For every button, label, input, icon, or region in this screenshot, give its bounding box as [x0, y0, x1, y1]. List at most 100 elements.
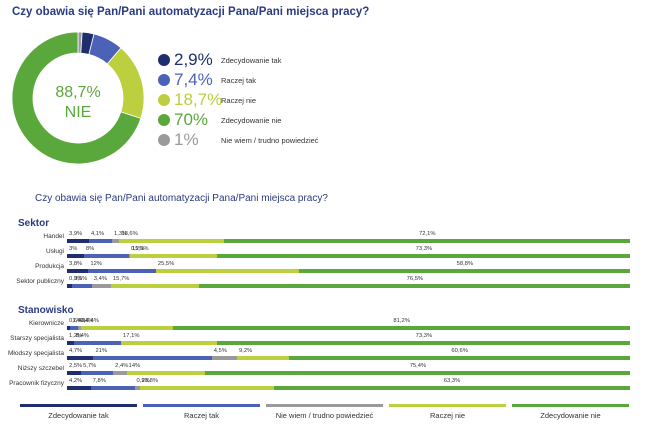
bar-row-label: Kierownicze [28, 320, 64, 327]
bar-segment-raczej-tak [93, 356, 212, 360]
bar-value-label: 2,5% [69, 363, 83, 369]
bar-value-label: 3,4% [93, 276, 107, 282]
legend-bar-raczej-tak [143, 404, 260, 407]
bar-value-label: 72,1% [419, 231, 436, 237]
donut-chart: 88,7% NIE [11, 31, 145, 165]
bar-value-label: 3,5% [74, 276, 88, 282]
bar-value-label: 58,8% [456, 261, 474, 267]
bar-row-label: Młodszy specjalista [8, 350, 64, 357]
bar-value-label: 1,3% [114, 231, 128, 237]
bar-segment-zdecydowanie-nie [299, 269, 630, 273]
bar-segment-zdecydowanie-tak [67, 269, 89, 273]
bar-value-label: 73,3% [415, 333, 433, 339]
legend-bar-nie-wiem [266, 404, 383, 407]
bar-segment-zdecydowanie-tak [67, 254, 84, 258]
bar-segment-nie-wiem [134, 386, 140, 390]
bar-segment-zdecydowanie-nie [199, 284, 630, 288]
bar-value-label: 8% [85, 246, 95, 252]
bar-value-label: 15,7% [112, 276, 130, 282]
bar-value-label: 25,5% [157, 261, 175, 267]
bar-segment-zdecydowanie-tak [67, 341, 74, 345]
bar-segment-zdecydowanie-nie [217, 341, 630, 345]
bar-row-label: Produkcja [35, 263, 64, 270]
bar-row-label: Starszy specjalista [10, 335, 64, 342]
bar-value-label: 3,9% [69, 231, 83, 237]
bar-segment-raczej-nie [130, 254, 218, 258]
donut-legend-item: 2,9% Zdecydowanie tak [158, 50, 358, 70]
bar-value-label: 60,6% [451, 348, 468, 354]
bar-value-label: 18,6% [121, 231, 138, 237]
legend-label: Zdecydowanie tak [48, 411, 109, 420]
bar-value-label: 81,2% [393, 318, 410, 324]
bar-value-label: 7,8% [92, 378, 106, 384]
bar-segment-raczej-tak [88, 269, 156, 273]
bar-segment-raczej-tak [83, 254, 129, 258]
bar-value-label: 75,4% [409, 363, 427, 369]
legend-swatch [158, 134, 170, 146]
bar-segment-zdecydowanie-nie [217, 254, 630, 258]
group-title: Sektor [18, 218, 50, 229]
legend-label: Zdecydowanie nie [221, 116, 282, 125]
legend-percent: 18,7% [174, 90, 223, 109]
bar-segment-zdecydowanie-nie [205, 371, 630, 375]
legend-percent: 1% [174, 130, 199, 149]
donut-slice-raczej-nie [106, 47, 145, 119]
bar-row-label: Sektor publiczny [16, 278, 64, 285]
bar-value-label: 76,5% [406, 276, 424, 282]
legend-label: Raczej tak [221, 76, 257, 85]
legend-bar-zdecydowanie-nie [512, 404, 629, 407]
legend-swatch [158, 74, 170, 86]
bar-segment-raczej-tak [88, 239, 113, 243]
bar-value-label: 0,2% [130, 246, 145, 252]
bar-segment-raczej-tak [73, 341, 122, 345]
bar-row-label: Handel [43, 233, 64, 240]
legend-bar-raczej-nie [389, 404, 506, 407]
bar-segment-raczej-nie [126, 371, 206, 375]
bar-segment-raczej-nie [119, 239, 225, 243]
bar-value-label: 0,6% [69, 318, 83, 324]
bar-value-label: 17,1% [123, 333, 140, 339]
bar-segment-zdecydowanie-nie [288, 356, 630, 360]
legend-label: Raczej nie [221, 96, 257, 105]
legend-swatch [158, 114, 170, 126]
bar-value-label: 4,5% [213, 348, 227, 354]
legend-percent: 70% [174, 110, 209, 129]
bar-segment-raczej-tak [90, 386, 135, 390]
bar-value-label: 16,4% [82, 318, 99, 324]
donut-legend-item: 18,7% Raczej nie [158, 90, 358, 110]
bar-value-label: 15,5% [132, 246, 149, 252]
legend-swatch [158, 54, 170, 66]
bar-segment-zdecydowanie-tak [67, 326, 71, 330]
donut-legend-item: 7,4% Raczej tak [158, 70, 358, 90]
bar-value-label: 4,7% [69, 348, 83, 354]
legend-bar-zdecydowanie-tak [20, 404, 137, 407]
bar-value-label: 2,4% [115, 363, 129, 369]
bar-segment-nie-wiem [112, 239, 120, 243]
bar-segment-nie-wiem [128, 254, 131, 258]
donut-slice-zdecydowanie-nie [11, 31, 142, 165]
bar-segment-zdecydowanie-tak [67, 284, 73, 288]
bar-value-label: 3% [69, 246, 78, 252]
legend-percent: 2,9% [174, 50, 213, 69]
legend-label: Nie wiem / trudno powiedzieć [221, 136, 319, 145]
bar-value-label: 63,3% [443, 378, 461, 384]
bar-chart-title: Czy obawia się Pan/Pani automatyzacji Pa… [35, 193, 328, 204]
bar-segment-raczej-nie [121, 341, 218, 345]
bar-value-label: 14% [128, 363, 141, 369]
bar-segment-raczej-nie [80, 326, 173, 330]
donut-chart-title: Czy obawia się Pan/Pani automatyzacji Pa… [12, 6, 370, 18]
bar-segment-zdecydowanie-nie [172, 326, 630, 330]
bar-segment-zdecydowanie-tak [67, 356, 94, 360]
bar-segment-zdecydowanie-tak [67, 386, 91, 390]
legend-percent: 7,4% [174, 70, 213, 89]
donut-legend-item: 1% Nie wiem / trudno powiedzieć [158, 130, 358, 150]
bar-segment-raczej-nie [110, 284, 200, 288]
legend-label: Raczej tak [183, 411, 219, 420]
bar-segment-nie-wiem [113, 371, 127, 375]
legend-label: Raczej nie [429, 411, 466, 420]
bar-row-label: Niższy szczebel [17, 365, 64, 372]
bar-value-label: 3,8% [69, 261, 83, 267]
bar-segment-raczej-tak [70, 326, 79, 330]
bar-row-label: Usługi [45, 248, 64, 255]
bar-value-label: 8,4% [75, 333, 89, 339]
